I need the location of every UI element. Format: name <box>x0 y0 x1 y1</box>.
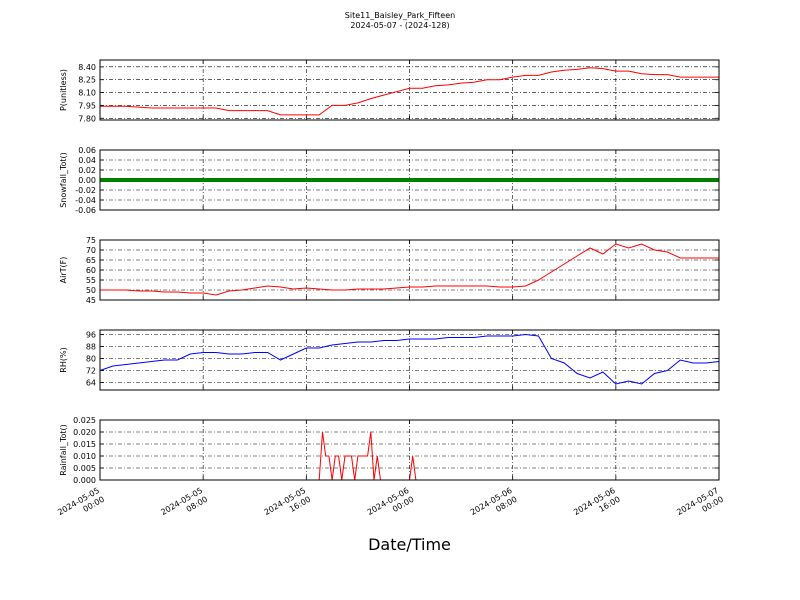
y-tick-label: 88 <box>86 343 96 352</box>
y-axis-label: P(unitless) <box>59 69 68 111</box>
plot-frame <box>99 329 720 391</box>
x-tick-label: 2024-05-06 00:00 <box>366 486 416 526</box>
y-tick-label: 75 <box>86 236 96 245</box>
data-line <box>100 67 719 116</box>
x-tick-label: 2024-05-05 16:00 <box>263 486 313 526</box>
y-tick-label: 50 <box>86 286 96 295</box>
data-line <box>99 333 720 385</box>
plot-frame <box>99 239 720 301</box>
chart-subtitle: 2024-05-07 - (2024-128) <box>350 21 449 30</box>
y-tick-label: 0.000 <box>73 476 96 485</box>
x-tick-label: 2024-05-07 00:00 <box>675 486 725 526</box>
x-tick-label: 2024-05-05 00:00 <box>56 486 106 526</box>
y-tick-label: -0.04 <box>75 196 96 205</box>
x-tick-label: 2024-05-06 16:00 <box>572 486 622 526</box>
data-line <box>100 243 719 296</box>
y-tick-label: 72 <box>86 367 96 376</box>
y-tick-label: 80 <box>86 355 96 364</box>
y-axis-label: AirT(F) <box>59 257 68 284</box>
y-tick-label: -0.06 <box>75 206 96 215</box>
y-tick-label: 8.10 <box>78 89 96 98</box>
y-tick-label: 0.02 <box>78 166 96 175</box>
chart-title: Site11_Baisley_Park_Fifteen <box>345 11 455 20</box>
y-tick-label: 0.015 <box>73 440 96 449</box>
x-tick-label: 2024-05-06 08:00 <box>469 486 519 526</box>
y-tick-label: 8.40 <box>78 63 96 72</box>
y-tick-label: 65 <box>86 256 96 265</box>
y-tick-label: -0.02 <box>75 186 96 195</box>
y-tick-label: 0.025 <box>73 416 96 425</box>
plot-frame <box>99 149 720 211</box>
y-tick-label: 55 <box>86 276 96 285</box>
plot-frame <box>99 419 720 481</box>
y-tick-label: 0.06 <box>78 146 96 155</box>
y-axis-label: RH(%) <box>59 347 68 372</box>
y-tick-label: 0.010 <box>73 452 96 461</box>
y-tick-label: 70 <box>86 246 96 255</box>
x-tick-label: 2024-05-05 08:00 <box>159 486 209 526</box>
y-axis-label: Snowfall_Tot() <box>59 152 68 208</box>
y-tick-label: 0.04 <box>78 156 96 165</box>
y-tick-label: 60 <box>86 266 96 275</box>
y-tick-label: 0.005 <box>73 464 96 473</box>
y-tick-label: 0.020 <box>73 428 96 437</box>
y-axis-label: Rainfall_Tot() <box>59 424 68 476</box>
plot-frame <box>99 59 720 121</box>
y-tick-label: 7.95 <box>78 101 96 110</box>
y-tick-label: 8.25 <box>78 76 96 85</box>
y-tick-label: 0.00 <box>78 176 96 185</box>
x-axis-label: Date/Time <box>368 535 451 554</box>
y-tick-label: 7.80 <box>78 114 96 123</box>
y-tick-label: 96 <box>86 331 96 340</box>
y-tick-label: 45 <box>86 296 96 305</box>
y-tick-label: 64 <box>86 379 96 388</box>
